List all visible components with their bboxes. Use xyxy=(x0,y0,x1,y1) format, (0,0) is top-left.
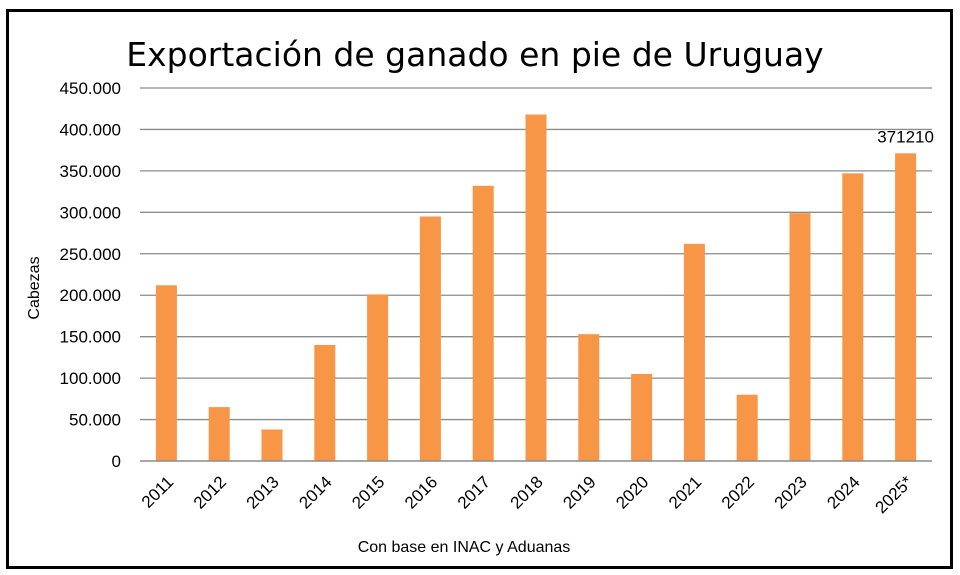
y-axis-label: Cabezas xyxy=(26,256,43,319)
x-tick-label: 2020 xyxy=(612,472,652,512)
x-tick-label: 2025* xyxy=(872,472,917,517)
bar-2024 xyxy=(842,173,864,461)
x-tick-label: 2017 xyxy=(454,472,494,512)
data-label: 371210 xyxy=(877,127,934,146)
bar-2011 xyxy=(155,285,177,461)
bar-2017 xyxy=(472,185,494,461)
bar-2019 xyxy=(578,334,600,461)
y-tick-label: 0 xyxy=(112,452,121,471)
x-tick-label: 2021 xyxy=(665,472,705,512)
y-tick-label: 300.000 xyxy=(60,203,121,222)
chart-title: Exportación de ganado en pie de Uruguay xyxy=(126,35,823,74)
y-tick-label: 250.000 xyxy=(60,245,121,264)
x-tick-label: 2019 xyxy=(559,472,599,512)
bar-2014 xyxy=(314,344,336,461)
bar-2022 xyxy=(736,394,758,461)
bar-2018 xyxy=(525,114,547,461)
x-tick-label: 2024 xyxy=(823,472,863,512)
bar-2016 xyxy=(419,216,441,461)
x-tick-label: 2016 xyxy=(401,472,441,512)
x-tick-label: 2011 xyxy=(138,472,177,511)
y-tick-label: 50.000 xyxy=(69,411,121,430)
x-tick-label: 2012 xyxy=(190,472,230,512)
x-tick-label: 2018 xyxy=(507,472,547,512)
bar-2015 xyxy=(367,294,389,461)
data-labels: 371210 xyxy=(877,127,934,146)
y-tick-label: 400.000 xyxy=(60,120,121,139)
y-tick-label: 200.000 xyxy=(60,286,121,305)
x-tick-label: 2013 xyxy=(243,472,283,512)
bar-2013 xyxy=(261,429,283,461)
y-tick-label: 450.000 xyxy=(60,79,121,98)
x-axis-label: Con base en INAC y Aduanas xyxy=(358,539,571,556)
y-tick-label: 350.000 xyxy=(60,162,121,181)
bar-2021 xyxy=(683,243,705,461)
y-tick-label: 100.000 xyxy=(60,369,121,388)
x-tick-label: 2015 xyxy=(348,472,388,512)
bar-2020 xyxy=(631,373,653,461)
bar-2025 xyxy=(895,153,917,461)
y-tick-label: 150.000 xyxy=(60,328,121,347)
x-axis-ticks: 2011 2012 2013 2014 2015 2016 2017 2018 2019 2020… xyxy=(138,472,917,517)
bar-2012 xyxy=(208,407,230,461)
bar-2023 xyxy=(789,213,811,461)
y-axis-ticks: 0 50.000 100.000 150.000 200.000 250.000 300.0… xyxy=(60,79,121,471)
bars xyxy=(155,114,917,461)
x-tick-label: 2023 xyxy=(771,472,811,512)
x-tick-label: 2014 xyxy=(295,472,335,512)
x-tick-label: 2022 xyxy=(718,472,758,512)
